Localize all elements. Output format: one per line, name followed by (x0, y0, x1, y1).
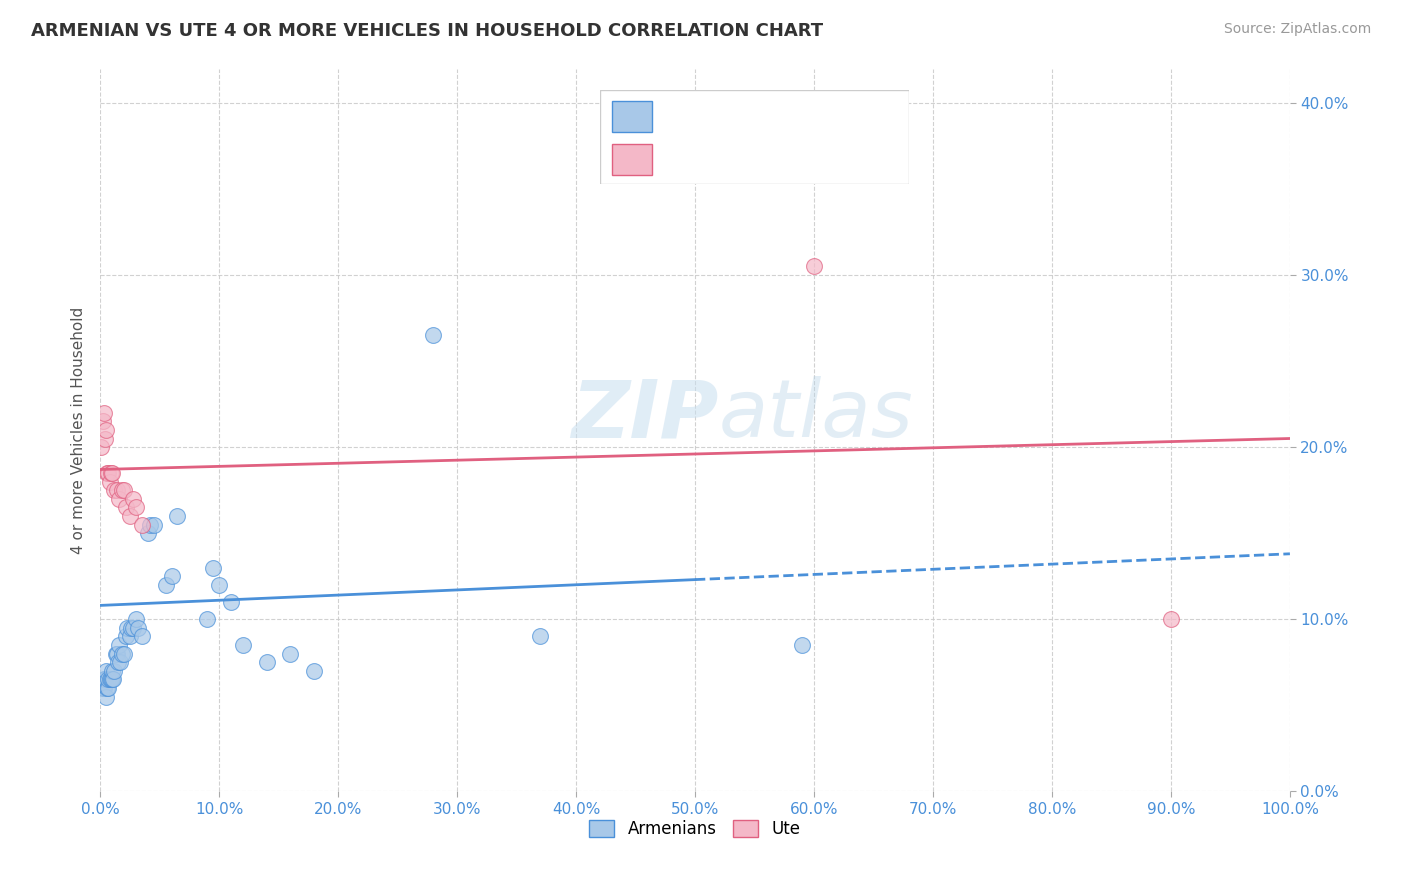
Point (136, 526, 159, 541)
Point (195, 612, 218, 626)
Point (103, 483, 125, 497)
Point (101, 664, 124, 678)
Point (105, 483, 128, 497)
Point (112, 483, 135, 497)
Point (110, 647, 132, 661)
Point (202, 560, 225, 574)
Point (803, 260, 825, 274)
Text: atlas: atlas (718, 376, 914, 454)
Point (166, 508, 188, 523)
Point (107, 655, 129, 669)
Point (115, 500, 138, 515)
Point (219, 595, 242, 609)
Point (112, 647, 135, 661)
Point (97, 673, 120, 687)
Point (93, 406, 115, 420)
Point (108, 638, 131, 652)
Point (125, 612, 148, 626)
Point (103, 673, 125, 687)
Text: ZIP: ZIP (571, 376, 718, 454)
Point (93, 681, 115, 695)
Point (97, 681, 120, 695)
Point (256, 655, 278, 669)
Text: ARMENIAN VS UTE 4 OR MORE VEHICLES IN HOUSEHOLD CORRELATION CHART: ARMENIAN VS UTE 4 OR MORE VEHICLES IN HO… (31, 22, 823, 40)
Point (208, 578, 231, 592)
Text: Source: ZipAtlas.com: Source: ZipAtlas.com (1223, 22, 1371, 37)
Point (160, 569, 183, 583)
Point (110, 655, 132, 669)
Point (96, 681, 118, 695)
Point (105, 647, 128, 661)
Point (790, 638, 813, 652)
Point (422, 328, 444, 343)
Legend: Armenians, Ute: Armenians, Ute (582, 813, 807, 845)
Point (94, 423, 117, 437)
Point (125, 500, 148, 515)
Point (118, 508, 141, 523)
Point (90, 440, 112, 454)
Point (529, 629, 551, 643)
Point (280, 647, 302, 661)
Point (104, 647, 127, 661)
Point (101, 466, 124, 480)
Y-axis label: 4 or more Vehicles in Household: 4 or more Vehicles in Household (72, 306, 86, 554)
Point (122, 621, 145, 635)
Point (103, 664, 125, 678)
Point (94, 664, 117, 678)
Point (120, 621, 142, 635)
Point (101, 673, 124, 687)
Point (96, 466, 118, 480)
Point (110, 483, 132, 497)
Point (94, 690, 117, 704)
Point (94, 432, 117, 446)
Point (122, 491, 145, 506)
Point (117, 621, 139, 635)
Point (108, 491, 131, 506)
Point (131, 629, 153, 643)
Point (91, 681, 114, 695)
Point (100, 466, 122, 480)
Point (91, 414, 114, 428)
Point (94, 673, 117, 687)
Point (98, 673, 121, 687)
Point (97, 466, 120, 480)
Point (304, 664, 326, 678)
Point (139, 517, 162, 532)
Point (232, 638, 254, 652)
Point (115, 629, 138, 643)
Point (118, 629, 141, 643)
Point (155, 578, 177, 592)
Point (93, 673, 115, 687)
Point (98, 475, 121, 489)
Point (1160, 612, 1182, 626)
Point (131, 517, 153, 532)
Point (100, 673, 122, 687)
Point (142, 517, 165, 532)
Point (127, 621, 149, 635)
